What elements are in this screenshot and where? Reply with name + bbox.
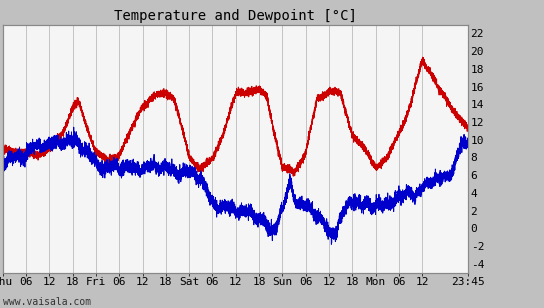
Title: Temperature and Dewpoint [°C]: Temperature and Dewpoint [°C]: [114, 10, 357, 23]
Text: www.vaisala.com: www.vaisala.com: [3, 297, 91, 307]
